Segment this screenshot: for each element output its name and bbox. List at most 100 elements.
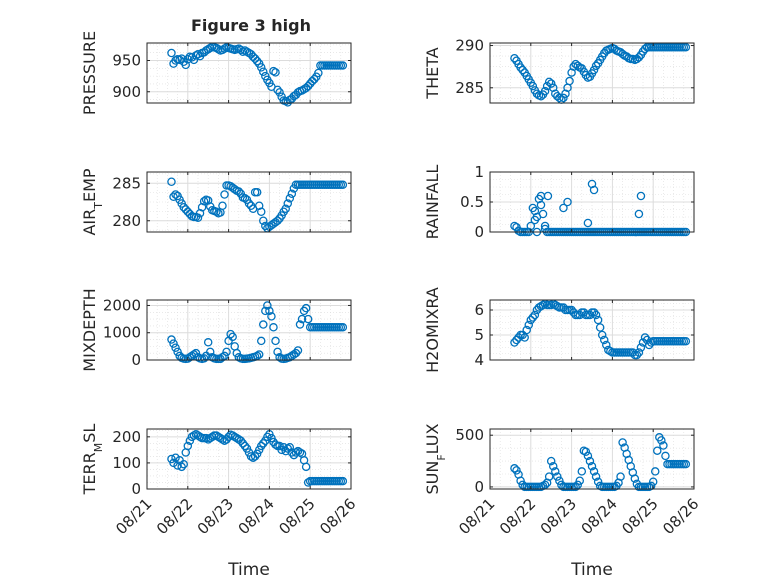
y-tick-label: 0 <box>131 480 141 498</box>
y-axis-label-part: H2OMIXRA <box>423 287 442 373</box>
data-point <box>618 438 627 447</box>
data-point <box>522 325 531 335</box>
data-point <box>591 472 601 481</box>
y-tick-label: 1 <box>474 163 484 181</box>
y-axis-label-part: M <box>92 443 105 453</box>
data-point <box>259 67 268 77</box>
data-point <box>648 477 658 487</box>
data-point <box>567 68 576 77</box>
data-point <box>512 466 521 475</box>
data-point <box>205 347 215 357</box>
data-point <box>657 436 666 445</box>
data-point <box>526 315 536 325</box>
data-point <box>256 207 266 216</box>
data-point <box>271 440 280 449</box>
y-axis-label: THETA <box>423 47 442 99</box>
data-point <box>659 441 668 450</box>
y-axis-label-part: F <box>435 454 448 460</box>
y-tick-label: 4 <box>474 351 484 369</box>
data-point <box>240 441 250 451</box>
y-tick-label: 0 <box>131 351 141 369</box>
y-tick-label: 0.5 <box>460 193 484 211</box>
data-point <box>199 354 209 363</box>
data-point <box>236 436 246 445</box>
y-tick-label: 950 <box>112 52 141 70</box>
data-point <box>634 53 644 62</box>
data-point <box>510 338 519 347</box>
y-axis-label-part: EMP <box>80 168 99 202</box>
data-point <box>171 190 180 199</box>
data-point <box>252 187 262 197</box>
data-point <box>285 443 295 452</box>
data-point <box>271 68 280 77</box>
data-point <box>167 48 176 58</box>
axes-box <box>146 42 352 104</box>
data-point <box>259 320 268 329</box>
data-point <box>591 310 601 320</box>
data-point <box>536 200 546 210</box>
y-tick-label: 280 <box>112 212 141 230</box>
data-point <box>222 347 231 357</box>
data-point <box>510 53 519 63</box>
data-point <box>214 45 223 54</box>
data-point <box>193 213 203 222</box>
data-point <box>544 472 554 481</box>
data-point <box>208 432 217 442</box>
y-axis-label: AIRTEMP <box>80 168 105 235</box>
data-point <box>220 190 229 199</box>
data-point <box>189 55 199 65</box>
data-point <box>230 184 239 194</box>
data-point <box>287 448 297 457</box>
data-point <box>516 63 525 72</box>
data-point <box>238 47 248 57</box>
data-point <box>199 196 209 206</box>
data-point <box>518 65 527 75</box>
data-point <box>177 462 186 472</box>
axes-box <box>489 299 695 361</box>
data-point <box>224 432 233 442</box>
data-point <box>303 81 313 91</box>
data-point <box>220 44 229 53</box>
axes-box <box>146 428 352 490</box>
data-point <box>234 187 244 196</box>
y-axis-label-part: LUX <box>423 423 442 454</box>
data-point <box>532 212 542 222</box>
data-point <box>218 201 227 210</box>
data-point <box>183 55 193 64</box>
data-point <box>540 480 550 490</box>
y-axis-label-part: AIR <box>80 209 99 236</box>
data-point <box>553 301 562 311</box>
data-point <box>636 343 646 352</box>
data-point <box>544 77 554 87</box>
data-point <box>597 330 607 340</box>
y-tick-label: 285 <box>455 79 484 97</box>
y-tick-label: 0 <box>474 478 484 496</box>
data-point <box>563 197 572 207</box>
data-point <box>238 439 248 448</box>
y-axis-label: PRESSURE <box>80 31 99 115</box>
y-tick-label: 100 <box>112 454 141 472</box>
data-point <box>259 439 268 448</box>
axes-box <box>146 299 352 361</box>
data-point <box>195 432 205 442</box>
data-point <box>577 467 587 476</box>
data-point <box>650 467 660 476</box>
data-point <box>277 445 286 455</box>
data-point <box>573 480 582 490</box>
data-point <box>681 459 691 469</box>
data-point <box>244 199 254 208</box>
data-point <box>589 467 599 476</box>
data-point <box>581 70 591 80</box>
data-point <box>310 75 319 84</box>
y-axis-label: RAINFALL <box>423 165 442 240</box>
data-point <box>518 330 527 340</box>
data-point <box>634 209 644 219</box>
data-point <box>173 461 182 470</box>
subplot-4: 0 0.5 1 RAINFALL <box>423 163 695 241</box>
x-axis-label: Time <box>227 560 270 580</box>
data-point <box>528 81 538 91</box>
data-point <box>240 193 250 203</box>
